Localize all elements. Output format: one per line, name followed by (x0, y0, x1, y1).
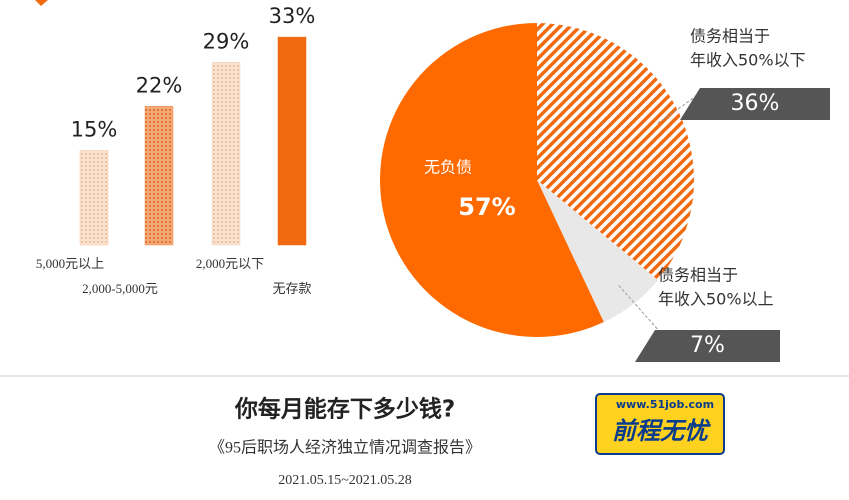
category-label: 2,000-5,000元 (82, 281, 158, 296)
slice-label: 债务相当于 (690, 27, 770, 46)
pie-slice (537, 180, 658, 323)
value-label: 33% (269, 4, 316, 28)
logo-name: 前程无忧 (612, 417, 711, 445)
footer-subtitle: 《95后职场人经济独立情况调查报告》 (209, 439, 481, 457)
pie-slice (380, 23, 604, 338)
value-box (635, 330, 780, 362)
bar (144, 106, 174, 246)
value-box (680, 88, 830, 120)
value-label: 29% (203, 29, 250, 53)
slice-label: 年收入50%以下 (690, 51, 806, 70)
value-label: 22% (136, 73, 183, 97)
slice-label: 债务相当于 (658, 266, 738, 285)
footer-date: 2021.05.15~2021.05.28 (278, 473, 412, 488)
logo-box (595, 393, 725, 455)
slice-label: 无负债 (424, 158, 472, 177)
value-label: 57% (458, 193, 515, 221)
value-label: 36% (731, 91, 780, 116)
bar (211, 62, 241, 246)
leader-line (618, 285, 661, 333)
slice-label: 年收入50%以上 (658, 290, 774, 309)
pie-slice (537, 23, 694, 281)
category-label: 无存款 (272, 281, 311, 296)
logo-url: www.51job.com (616, 398, 714, 411)
footer-title: 你每月能存下多少钱? (234, 396, 455, 423)
category-label: 5,000元以上 (36, 256, 104, 271)
value-label: 7% (690, 333, 725, 358)
category-label: 2,000元以下 (196, 256, 264, 271)
decoration (35, 0, 48, 6)
bar (79, 150, 109, 246)
value-label: 15% (71, 118, 118, 142)
bar (277, 36, 307, 246)
